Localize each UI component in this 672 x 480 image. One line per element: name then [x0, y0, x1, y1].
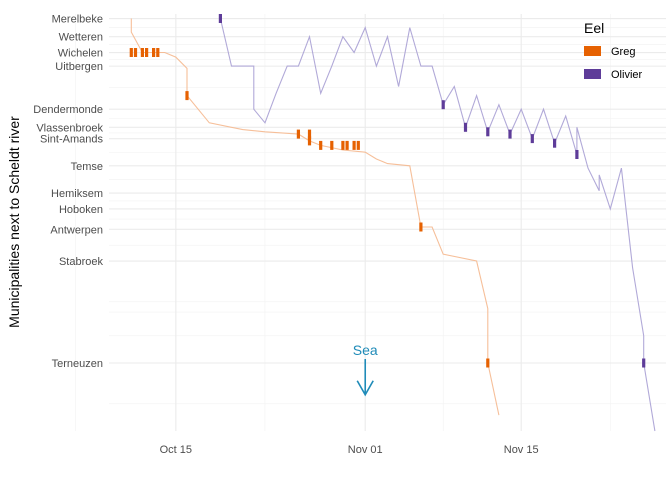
detection-mark-greg	[419, 222, 423, 232]
detection-mark-olivier	[530, 134, 534, 144]
legend: Eel Greg Olivier	[584, 20, 643, 81]
legend-title: Eel	[584, 20, 604, 36]
detection-mark-greg	[145, 48, 149, 57]
detection-mark-greg	[152, 48, 156, 57]
x-tick-label: Nov 01	[348, 444, 383, 456]
grid-major	[109, 14, 666, 431]
legend-key-olivier	[584, 69, 601, 79]
y-tick-label-stabroek: Stabroek	[59, 256, 104, 268]
detection-mark-olivier	[218, 14, 222, 23]
sea-annotation: Sea	[353, 342, 378, 397]
y-tick-label-wetteren: Wetteren	[59, 32, 103, 44]
y-tick-label-hemiksem: Hemiksem	[51, 188, 103, 200]
x-tick-label: Nov 15	[504, 444, 539, 456]
y-tick-label-wichelen: Wichelen	[58, 48, 103, 60]
detection-mark-greg	[307, 136, 312, 146]
detection-mark-greg	[296, 129, 300, 139]
series-lines	[130, 18, 656, 432]
detection-mark-olivier	[486, 127, 490, 137]
y-axis-title: Municipalities next to Scheldt river	[6, 116, 22, 328]
detection-mark-olivier	[642, 358, 646, 368]
detection-mark-greg	[185, 91, 189, 101]
sea-label: Sea	[353, 342, 378, 358]
sea-arrow-icon	[356, 359, 374, 397]
detection-mark-olivier	[463, 122, 468, 132]
y-tick-label-uitbergen: Uitbergen	[55, 61, 103, 73]
detection-mark-greg	[486, 358, 490, 368]
y-tick-label-dendermonde: Dendermonde	[33, 104, 103, 116]
detection-mark-greg	[341, 140, 345, 150]
x-tick-labels: Oct 15 Nov 01 Nov 15	[160, 444, 539, 456]
y-tick-label-antwerpen: Antwerpen	[50, 224, 103, 236]
grid-minor	[75, 14, 666, 431]
series-line-olivier	[219, 18, 656, 432]
detection-mark-greg	[307, 129, 312, 139]
legend-key-greg	[584, 46, 601, 56]
detection-mark-greg	[319, 140, 323, 150]
detection-mark-olivier	[508, 129, 512, 139]
y-tick-label-terneuzen: Terneuzen	[52, 358, 103, 370]
detection-mark-greg	[356, 140, 360, 150]
y-tick-label-sint-amands: Sint-Amands	[40, 134, 103, 146]
detection-mark-olivier	[553, 138, 557, 148]
detection-mark-greg	[133, 48, 138, 57]
y-tick-label-hoboken: Hoboken	[59, 204, 103, 216]
series-line-greg	[130, 18, 500, 416]
y-tick-label-temse: Temse	[71, 161, 103, 173]
series-detections	[129, 14, 646, 368]
detection-mark-greg	[352, 140, 356, 150]
y-tick-label-vlassenbroek: Vlassenbroek	[36, 122, 103, 134]
legend-label-greg: Greg	[611, 46, 635, 58]
detection-mark-greg	[140, 48, 144, 57]
detection-mark-greg	[345, 140, 349, 150]
detection-mark-greg	[330, 140, 334, 150]
legend-label-olivier: Olivier	[611, 69, 643, 81]
detection-mark-greg	[129, 48, 133, 57]
y-tick-label-merelbeke: Merelbeke	[52, 14, 103, 26]
detection-mark-olivier	[575, 150, 579, 159]
detection-mark-olivier	[441, 100, 445, 110]
x-tick-label: Oct 15	[160, 444, 192, 456]
detection-mark-greg	[156, 48, 160, 57]
